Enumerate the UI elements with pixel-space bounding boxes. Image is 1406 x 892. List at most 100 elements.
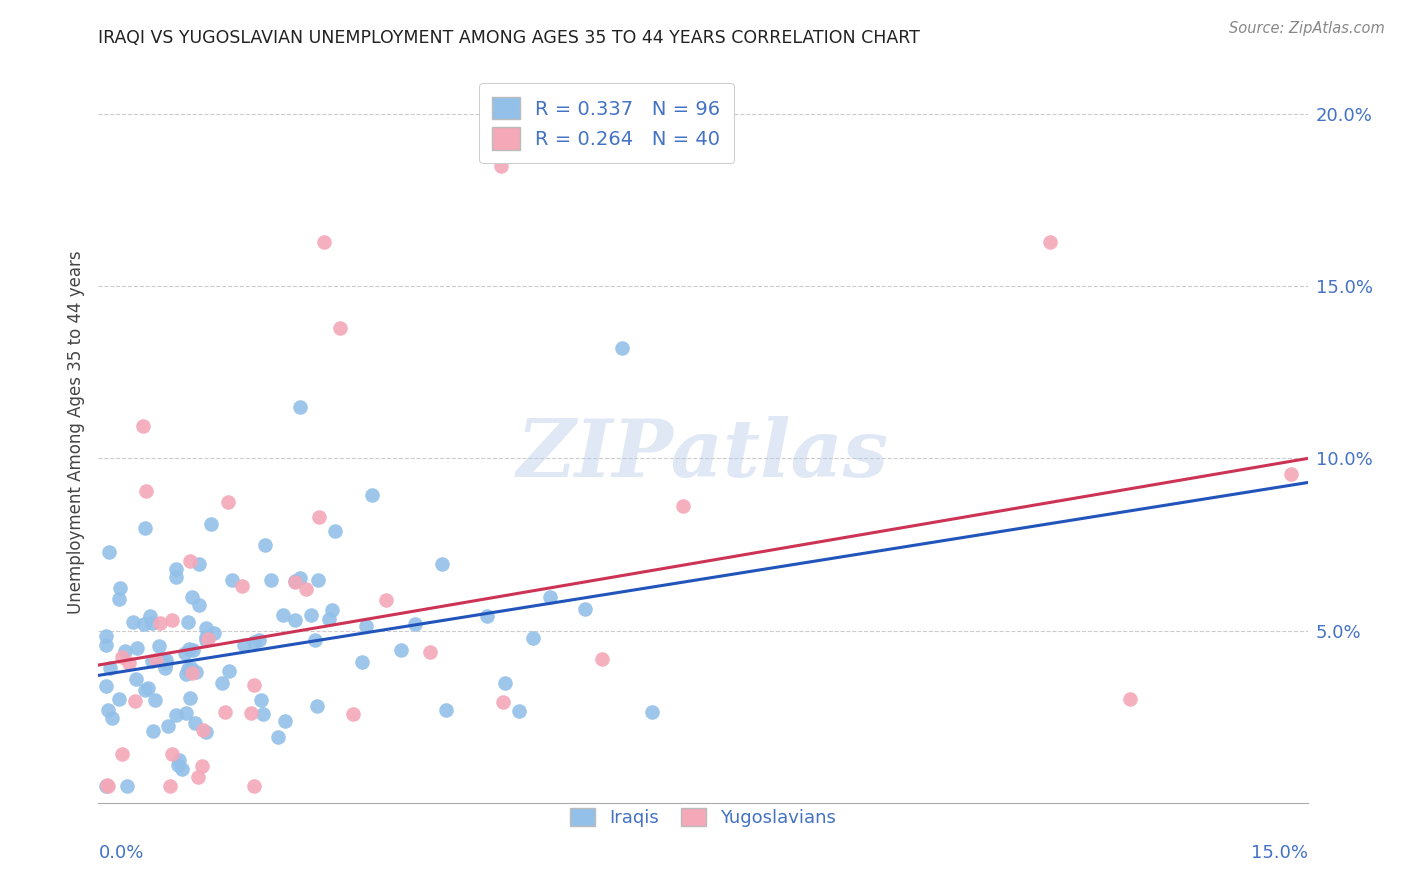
Point <box>436 703 458 717</box>
Point <box>492 695 515 709</box>
Point <box>139 608 162 623</box>
Point <box>299 607 322 622</box>
Point <box>96 638 118 652</box>
Point <box>233 638 256 652</box>
Point <box>117 779 139 793</box>
Point <box>114 644 136 658</box>
Point <box>221 573 243 587</box>
Point <box>321 603 343 617</box>
Point <box>172 762 194 776</box>
Point <box>250 692 273 706</box>
Point <box>179 553 201 567</box>
Point <box>177 641 200 656</box>
Point <box>97 779 120 793</box>
Point <box>494 676 516 690</box>
Text: Source: ZipAtlas.com: Source: ZipAtlas.com <box>1229 21 1385 36</box>
Point <box>141 654 163 668</box>
Point <box>188 599 211 613</box>
Point <box>284 574 307 589</box>
Point <box>136 681 159 696</box>
Point <box>135 484 157 499</box>
Point <box>247 633 270 648</box>
Point <box>149 615 172 630</box>
Point <box>184 716 207 731</box>
Point <box>111 747 134 761</box>
Point <box>167 758 190 772</box>
Point <box>323 524 346 539</box>
Point <box>342 707 364 722</box>
Text: 0.0%: 0.0% <box>98 844 143 863</box>
Point <box>108 591 131 606</box>
Point <box>96 679 118 693</box>
Point <box>283 574 305 588</box>
Point <box>148 639 170 653</box>
Point <box>181 643 204 657</box>
Point <box>612 341 634 355</box>
Point <box>1039 235 1062 249</box>
Point <box>295 582 318 596</box>
Point <box>288 571 311 585</box>
Point <box>180 661 202 675</box>
Point <box>176 663 198 677</box>
Point <box>165 708 187 723</box>
Point <box>389 643 412 657</box>
Point <box>98 661 121 675</box>
Point <box>125 672 148 686</box>
Point <box>404 616 426 631</box>
Point <box>252 706 274 721</box>
Point <box>134 520 156 534</box>
Point <box>352 656 374 670</box>
Point <box>118 656 141 670</box>
Point <box>641 705 664 719</box>
Point <box>160 613 183 627</box>
Point <box>314 235 336 249</box>
Point <box>98 545 121 559</box>
Point <box>308 510 330 524</box>
Point <box>307 573 329 587</box>
Point <box>243 635 266 649</box>
Point <box>111 650 134 665</box>
Point <box>672 500 695 514</box>
Point <box>194 725 217 739</box>
Point <box>167 753 190 767</box>
Point <box>211 676 233 690</box>
Point <box>153 661 176 675</box>
Point <box>143 693 166 707</box>
Point <box>591 651 613 665</box>
Point <box>101 711 124 725</box>
Point <box>194 622 217 636</box>
Point <box>1119 692 1142 706</box>
Point <box>271 608 294 623</box>
Point <box>419 644 441 658</box>
Point <box>188 557 211 571</box>
Point <box>159 779 181 793</box>
Point <box>1281 467 1303 482</box>
Point <box>361 488 384 502</box>
Point <box>124 694 146 708</box>
Point <box>191 759 214 773</box>
Point <box>132 419 155 434</box>
Point <box>177 615 200 629</box>
Point <box>267 730 290 744</box>
Point <box>97 703 120 717</box>
Point <box>122 615 145 630</box>
Point <box>181 665 204 680</box>
Point <box>181 590 204 604</box>
Point <box>354 618 377 632</box>
Point <box>108 691 131 706</box>
Point <box>218 664 240 678</box>
Point <box>96 779 118 793</box>
Point <box>329 320 352 334</box>
Point <box>145 653 167 667</box>
Point <box>165 570 187 584</box>
Point <box>142 723 165 738</box>
Point <box>193 723 215 737</box>
Point <box>231 579 253 593</box>
Point <box>491 159 513 173</box>
Point <box>202 626 225 640</box>
Point <box>194 630 217 644</box>
Point <box>214 706 236 720</box>
Point <box>155 653 177 667</box>
Point <box>217 495 239 509</box>
Legend: Iraqis, Yugoslavians: Iraqis, Yugoslavians <box>562 801 844 835</box>
